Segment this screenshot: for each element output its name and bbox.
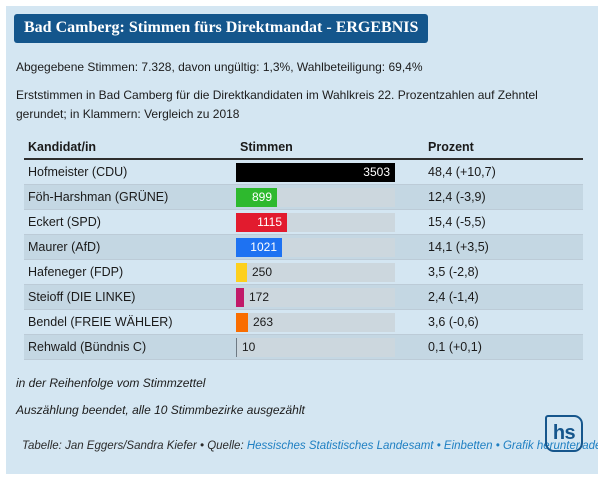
footer-credits: Tabelle: Jan Eggers/Sandra Kiefer • Quel… [22, 440, 598, 452]
percent-value: 15,4 (-5,5) [428, 215, 486, 229]
vote-bar [236, 187, 277, 207]
candidate-name: Eckert (SPD) [28, 215, 101, 229]
vote-bar [236, 262, 247, 282]
table-row: Bendel (FREIE WÄHLER) 263 3,6 (-0,6) [24, 310, 583, 335]
percent-value: 3,6 (-0,6) [428, 315, 479, 329]
page-title: Bad Camberg: Stimmen fürs Direktmandat -… [14, 14, 429, 43]
footer-separator: • [495, 440, 500, 452]
source-label: Quelle: [207, 440, 244, 452]
turnout-summary: Abgegebene Stimmen: 7.328, davon ungülti… [16, 60, 423, 74]
table-row: Föh-Harshman (GRÜNE) 899 12,4 (-3,9) [24, 185, 583, 210]
results-table: Kandidat/in Stimmen Prozent Hofmeister (… [24, 135, 583, 360]
credit-label: Tabelle: [22, 440, 62, 452]
vote-bar [236, 312, 248, 332]
table-row: Eckert (SPD) 1115 15,4 (-5,5) [24, 210, 583, 235]
percent-value: 3,5 (-2,8) [428, 265, 479, 279]
vote-count-label: 1021 [250, 239, 277, 254]
percent-value: 48,4 (+10,7) [428, 165, 496, 179]
vote-bar-track: 172 [236, 287, 395, 307]
table-row: Rehwald (Bündnis C) 10 0,1 (+0,1) [24, 335, 583, 360]
credit-names: Jan Eggers/Sandra Kiefer [65, 440, 197, 452]
candidate-name: Föh-Harshman (GRÜNE) [28, 190, 169, 204]
footer-separator: • [436, 440, 441, 452]
vote-bar-track: 1021 [236, 237, 395, 257]
count-status-note: Auszählung beendet, alle 10 Stimmbezirke… [16, 403, 305, 417]
vote-count-label: 10 [242, 339, 256, 354]
column-header-candidate: Kandidat/in [28, 139, 97, 154]
table-row: Hofmeister (CDU) 3503 48,4 (+10,7) [24, 160, 583, 185]
vote-count-label: 263 [253, 314, 274, 329]
column-header-votes: Stimmen [240, 139, 293, 154]
table-row: Hafeneger (FDP) 250 3,5 (-2,8) [24, 260, 583, 285]
percent-value: 0,1 (+0,1) [428, 340, 482, 354]
source-link[interactable]: Hessisches Statistisches Landesamt [246, 440, 434, 452]
hessenschau-logo-text: hs [552, 422, 576, 444]
percent-value: 12,4 (-3,9) [428, 190, 486, 204]
column-header-percent: Prozent [428, 139, 474, 154]
embed-link[interactable]: Einbetten [443, 440, 493, 452]
vote-count-label: 3503 [363, 164, 390, 179]
candidate-name: Maurer (AfD) [28, 240, 101, 254]
vote-count-label: 250 [252, 264, 273, 279]
percent-value: 2,4 (-1,4) [428, 290, 479, 304]
percent-value: 14,1 (+3,5) [428, 240, 489, 254]
vote-bar [236, 287, 244, 307]
candidate-name: Hafeneger (FDP) [28, 265, 124, 279]
footer-separator: • [199, 440, 204, 452]
graphic-card: Bad Camberg: Stimmen fürs Direktmandat -… [6, 6, 598, 474]
vote-bar [236, 337, 237, 357]
candidate-name: Rehwald (Bündnis C) [28, 340, 147, 354]
table-row: Steioff (DIE LINKE) 172 2,4 (-1,4) [24, 285, 583, 310]
vote-bar-track: 899 [236, 187, 395, 207]
candidate-name: Steioff (DIE LINKE) [28, 290, 136, 304]
vote-bar-track: 10 [236, 337, 395, 357]
vote-bar [236, 162, 395, 182]
results-table-body: Hofmeister (CDU) 3503 48,4 (+10,7) Föh-H… [24, 160, 583, 360]
chart-description: Erststimmen in Bad Camberg für die Direk… [16, 88, 538, 121]
vote-count-label: 1115 [257, 214, 282, 229]
vote-bar-track: 250 [236, 262, 395, 282]
candidate-name: Hofmeister (CDU) [28, 165, 128, 179]
table-header-row: Kandidat/in Stimmen Prozent [24, 135, 583, 160]
ballot-order-note: in der Reihenfolge vom Stimmzettel [16, 376, 206, 390]
vote-count-label: 172 [249, 289, 270, 304]
vote-bar-track: 1115 [236, 212, 395, 232]
vote-bar-track: 263 [236, 312, 395, 332]
vote-bar [236, 237, 282, 257]
vote-bar-track: 3503 [236, 162, 395, 182]
vote-count-label: 899 [251, 189, 272, 204]
hessenschau-logo: hs [545, 415, 583, 452]
candidate-name: Bendel (FREIE WÄHLER) [28, 315, 173, 329]
vote-bar [236, 212, 287, 232]
table-row: Maurer (AfD) 1021 14,1 (+3,5) [24, 235, 583, 260]
